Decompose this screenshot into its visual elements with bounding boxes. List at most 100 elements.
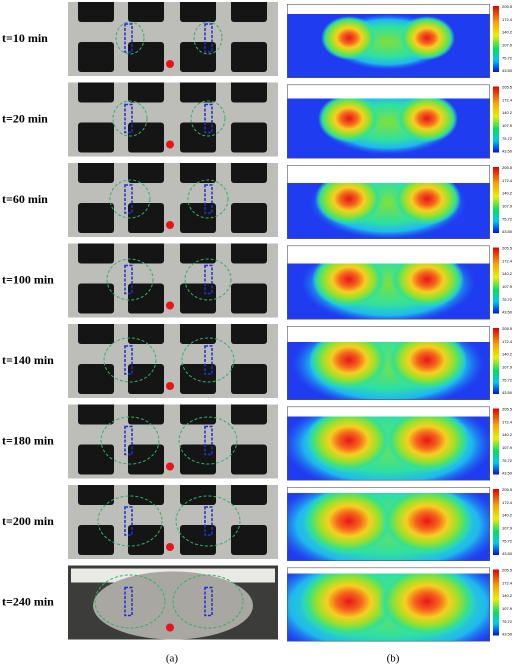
window [128, 525, 164, 555]
window [180, 525, 216, 555]
heater [124, 264, 133, 295]
window [78, 122, 114, 153]
colorbar-label: 172.4 [502, 17, 513, 22]
melt-outline [175, 495, 241, 547]
window [78, 324, 114, 344]
colorbar-label: 205.5 [502, 4, 513, 9]
window [78, 42, 114, 72]
colorbar [493, 247, 499, 314]
heatmap-frame [287, 245, 490, 320]
heat-spot [303, 487, 395, 555]
window [231, 2, 267, 22]
photo [68, 82, 278, 157]
window [180, 404, 216, 425]
window [128, 364, 164, 394]
photo [68, 404, 278, 479]
colorbar-label: 205.5 [502, 165, 513, 170]
colorbar [493, 167, 499, 233]
heater [124, 345, 133, 375]
colorbar-label: 107.9 [502, 364, 513, 369]
melt-outline [94, 574, 166, 629]
window [78, 203, 114, 233]
melt-outline [190, 100, 226, 137]
colorbar-label: 107.9 [502, 445, 513, 450]
empty-band [287, 326, 490, 342]
photo [68, 243, 278, 318]
heatmap [287, 406, 490, 481]
colorbar-label: 140.2 [502, 432, 513, 437]
colorbar-label: 75.72 [502, 216, 513, 221]
heat-spot [384, 408, 470, 473]
window [231, 324, 267, 344]
window [128, 163, 164, 183]
window [128, 404, 164, 425]
empty-band [287, 4, 490, 14]
colorbar-label: 205.5 [502, 326, 513, 331]
window [128, 122, 164, 153]
heater [204, 345, 213, 375]
melt-outline [193, 21, 223, 55]
heatmap [287, 84, 490, 159]
colorbar [493, 408, 499, 475]
window [231, 122, 267, 153]
colorbar-label: 205.5 [502, 246, 513, 251]
colorbar-label: 43.50 [502, 229, 513, 234]
window [78, 485, 114, 505]
heater [124, 103, 133, 134]
window [78, 82, 114, 103]
window [78, 163, 114, 183]
colorbar-label: 140.2 [502, 30, 513, 35]
photo [68, 485, 278, 559]
colorbar-label: 172.4 [502, 258, 513, 263]
window [180, 485, 216, 505]
window [128, 2, 164, 22]
melt-outline [109, 179, 151, 219]
colorbar-label: 140.2 [502, 191, 513, 196]
heater [124, 184, 133, 214]
melt-outline [115, 21, 145, 55]
colorbar-label: 43.50 [502, 632, 513, 637]
colorbar [493, 569, 499, 636]
window [78, 525, 114, 555]
window [78, 283, 114, 314]
window [231, 42, 267, 72]
window [78, 444, 114, 475]
window [180, 444, 216, 475]
colorbar-label: 172.4 [502, 97, 513, 102]
heat-spot [321, 16, 377, 60]
heater [124, 425, 133, 456]
colorbar-label: 107.9 [502, 42, 513, 47]
melt-outline [187, 179, 229, 219]
empty-band [287, 165, 490, 183]
colorbar-label: 107.9 [502, 606, 513, 611]
melt-outline [100, 416, 160, 465]
time-label: t=100 min [2, 272, 54, 286]
heater [124, 23, 133, 53]
window [231, 82, 267, 103]
colorbar-label: 75.72 [502, 458, 513, 463]
sensor [166, 221, 174, 229]
sensor [166, 623, 174, 632]
heatmap-frame [287, 165, 490, 239]
heat-spot [306, 408, 392, 473]
heater [124, 506, 133, 536]
photo [68, 565, 278, 640]
sensor [166, 382, 174, 390]
colorbar-label: 172.4 [502, 419, 513, 424]
melt-outline [184, 258, 232, 301]
window [78, 364, 114, 394]
colorbar-label: 43.50 [502, 310, 513, 315]
heater [204, 23, 213, 53]
melt-outline [172, 574, 244, 629]
colorbar-label: 205.5 [502, 407, 513, 412]
window [180, 122, 216, 153]
sensor [166, 301, 174, 310]
photo [68, 324, 278, 398]
window [128, 324, 164, 344]
heater [204, 425, 213, 456]
colorbar [493, 328, 499, 394]
sensor [166, 140, 174, 149]
window [180, 203, 216, 233]
colorbar-label: 43.50 [502, 471, 513, 476]
heat-spot [318, 94, 380, 143]
